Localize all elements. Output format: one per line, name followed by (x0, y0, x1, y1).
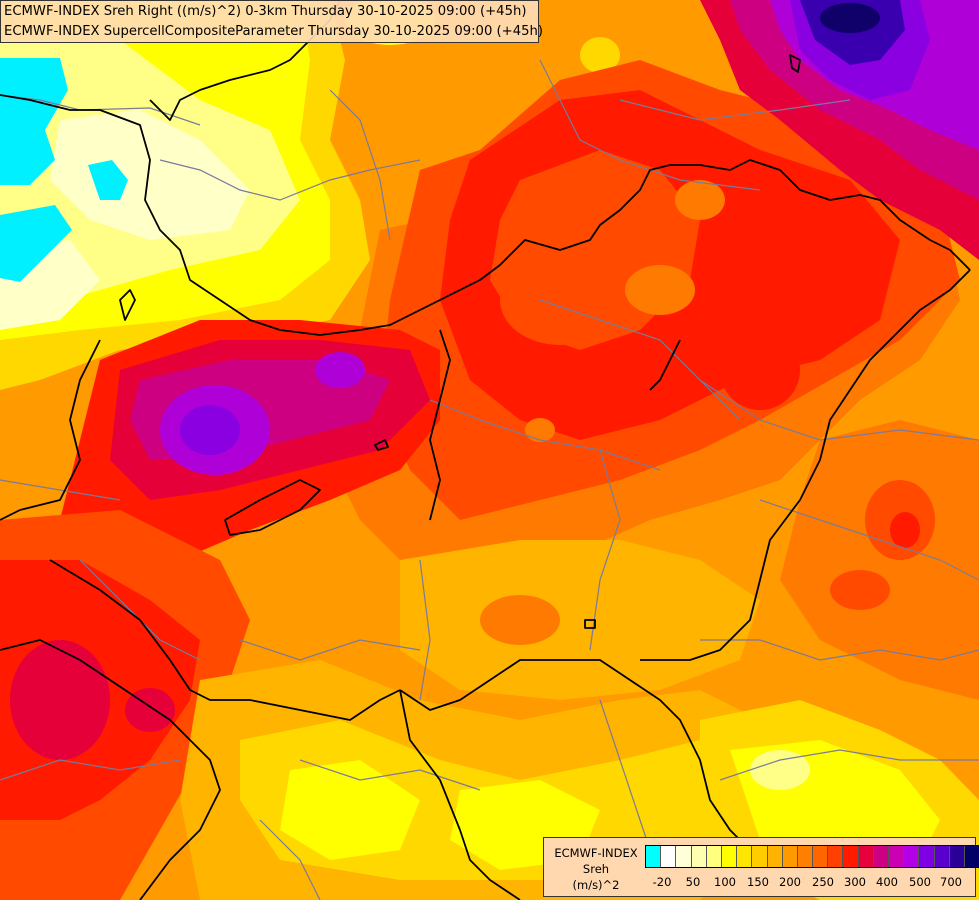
north-yellow-orange-patch (580, 37, 620, 73)
country-border-7 (399, 689, 521, 900)
legend-tick-3: 150 (747, 875, 769, 889)
admin-boundary-14 (0, 759, 181, 781)
west-purple-spot (315, 352, 365, 388)
admin-boundary-4 (619, 99, 851, 121)
south-yellow-patch-1 (280, 760, 420, 860)
legend-unit: (m/s)^2 (572, 878, 620, 892)
legend-tick-2: 100 (714, 875, 736, 889)
legend-tick-5: 250 (812, 875, 834, 889)
admin-boundary-17 (719, 749, 979, 781)
se-light-yellow-spot (750, 750, 810, 790)
country-border-10 (649, 339, 681, 391)
color-legend: ECMWF-INDEX Sreh (m/s)^2 -20 50 100 150 200 2… (543, 837, 979, 897)
country-border-3 (49, 559, 401, 721)
east-dark-orange-zone (780, 420, 979, 700)
east-red-spot (890, 512, 920, 548)
country-border-13 (119, 289, 136, 321)
legend-variable: Sreh (582, 862, 610, 876)
map-title-line-2: ECMWF-INDEX SupercellCompositeParameter … (4, 24, 544, 39)
admin-boundary-6 (429, 399, 661, 471)
legend-swatch-17 (904, 846, 920, 867)
sw-crimson-patch (10, 640, 110, 760)
legend-swatch-19 (934, 846, 950, 867)
legend-tick-9: 700 (940, 875, 962, 889)
legend-swatch-7 (752, 846, 768, 867)
admin-boundary-18 (299, 759, 481, 791)
legend-swatch-16 (889, 846, 905, 867)
admin-boundary-1 (159, 159, 421, 201)
legend-swatch-11 (813, 846, 829, 867)
legend-swatch-12 (828, 846, 844, 867)
legend-tick-1: 50 (685, 875, 701, 889)
country-border-4 (399, 659, 751, 851)
country-border-9 (429, 329, 451, 521)
admin-boundary-8 (699, 379, 979, 441)
central-orange-patch-2 (625, 265, 695, 315)
legend-swatch-14 (858, 846, 874, 867)
west-violet-center (180, 405, 240, 455)
legend-swatch-4 (706, 846, 722, 867)
nw-cyan-zone-1 (0, 58, 68, 185)
admin-boundary-13 (419, 559, 431, 701)
admin-boundary-19 (259, 819, 321, 900)
admin-boundary-2 (329, 89, 391, 241)
country-border-2 (0, 339, 101, 521)
central-orange-patch-1 (500, 255, 620, 345)
legend-tick-0: -20 (652, 875, 672, 889)
admin-boundary-10 (0, 479, 121, 501)
country-border-5 (640, 269, 971, 661)
legend-tick-labels: -20 50 100 150 200 250 300 400 500 700 (645, 875, 975, 891)
legend-color-bar (645, 845, 979, 868)
central-orange-patch-3 (675, 180, 725, 220)
legend-swatch-6 (737, 846, 753, 867)
legend-swatch-5 (721, 846, 738, 867)
legend-swatch-1 (661, 846, 677, 867)
admin-boundaries-layer (0, 59, 979, 900)
legend-source: ECMWF-INDEX (554, 846, 638, 860)
legend-swatch-13 (843, 846, 859, 867)
legend-swatch-9 (782, 846, 798, 867)
legend-swatch-15 (873, 846, 889, 867)
legend-swatch-0 (646, 846, 662, 867)
admin-boundary-7 (589, 449, 621, 651)
legend-swatch-21 (964, 846, 979, 867)
legend-swatch-10 (797, 846, 814, 867)
legend-title: ECMWF-INDEX Sreh (m/s)^2 (550, 845, 642, 893)
country-border-14 (789, 54, 801, 73)
admin-boundary-3 (539, 59, 761, 191)
country-border-0 (0, 94, 971, 336)
nw-cyan-zone-2 (88, 160, 128, 200)
nw-cyan-zone-3 (0, 205, 72, 282)
admin-boundary-5 (539, 299, 741, 421)
legend-swatch-3 (691, 846, 707, 867)
legend-swatch-8 (767, 846, 783, 867)
country-border-8 (224, 479, 321, 536)
admin-boundary-12 (239, 639, 421, 661)
country-border-11 (374, 439, 389, 451)
map-title-box: ECMWF-INDEX Sreh Right ((m/s)^2) 0-3km T… (0, 0, 544, 43)
central-south-dark-orange-patch (480, 595, 560, 645)
legend-swatch-2 (676, 846, 692, 867)
east-red-patch (720, 330, 800, 410)
nw-pale-zone-1 (50, 110, 250, 240)
country-border-6 (0, 639, 221, 900)
legend-tick-7: 400 (876, 875, 898, 889)
legend-tick-6: 300 (844, 875, 866, 889)
map-title-line-1: ECMWF-INDEX Sreh Right ((m/s)^2) 0-3km T… (4, 4, 527, 19)
legend-tick-4: 200 (779, 875, 801, 889)
central-orange-patch-4 (525, 418, 555, 442)
admin-boundary-9 (759, 499, 979, 581)
country-border-12 (584, 619, 596, 629)
admin-boundary-16 (700, 639, 979, 661)
east-red-orange-spot (830, 570, 890, 610)
legend-tick-8: 500 (909, 875, 931, 889)
legend-swatch-20 (949, 846, 965, 867)
legend-swatch-18 (919, 846, 935, 867)
ne-navy-core (820, 3, 880, 33)
